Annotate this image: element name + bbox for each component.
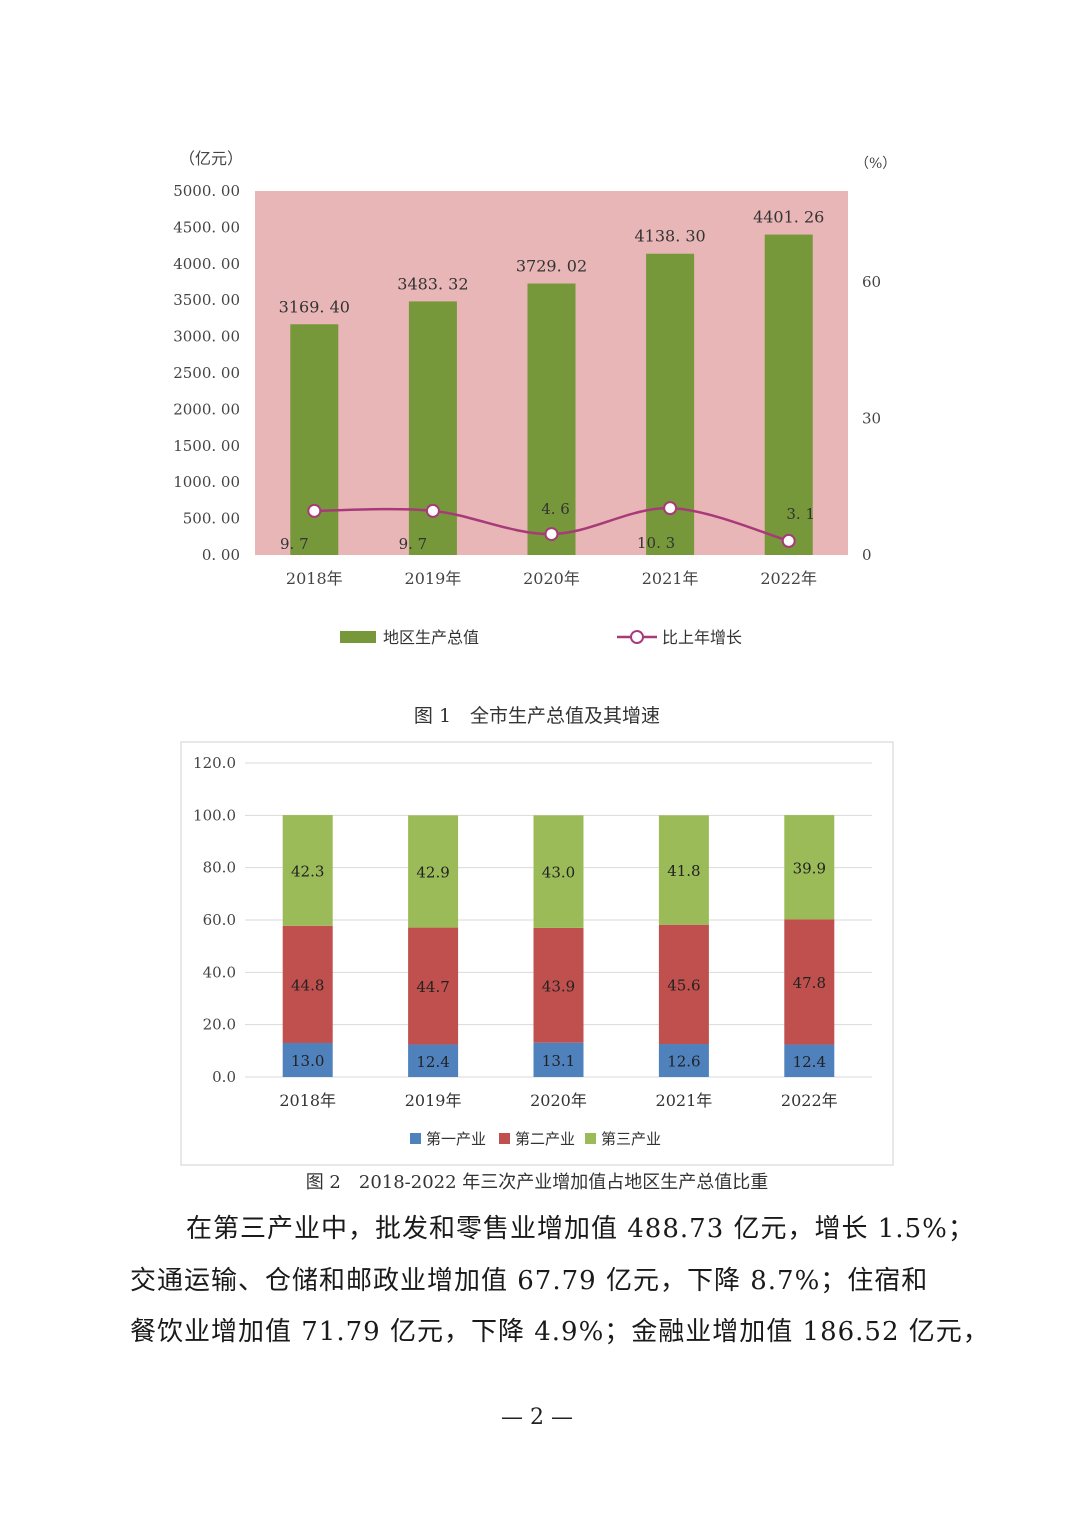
left-tick-label: 2500. 00 — [173, 364, 240, 382]
segment-value-label: 44.8 — [291, 976, 324, 994]
bar-value-label: 4138. 30 — [634, 227, 705, 246]
x-tick-label: 2022年 — [760, 569, 817, 588]
right-axis-unit: （%） — [855, 156, 896, 172]
page-number: — 2 — — [501, 1405, 573, 1430]
segment-value-label: 43.0 — [542, 864, 575, 882]
segment-value-label: 12.4 — [793, 1053, 826, 1071]
left-tick-label: 1000. 00 — [173, 473, 240, 491]
legend-label: 第三产业 — [601, 1130, 661, 1148]
y-tick-label: 80.0 — [203, 859, 236, 877]
x-tick-label: 2019年 — [405, 569, 462, 588]
bar-segment — [784, 815, 835, 920]
segment-value-label: 44.7 — [416, 978, 449, 996]
legend-label: 第二产业 — [515, 1130, 575, 1148]
bar-gdp — [764, 234, 813, 556]
legend-swatch — [585, 1133, 596, 1144]
bar-segment — [408, 1044, 459, 1077]
bar-value-label: 3169. 40 — [279, 297, 350, 316]
left-tick-label: 4000. 00 — [173, 255, 240, 273]
figure2-caption: 图 2 2018-2022 年三次产业增加值占地区生产总值比重 — [305, 1172, 769, 1193]
legend-swatch — [410, 1133, 421, 1144]
paragraph-line-1: 在第三产业中，批发和零售业增加值 488.73 亿元，增长 1.5%； — [186, 1214, 975, 1244]
bar-segment — [658, 924, 709, 1045]
growth-value-label: 9. 7 — [399, 535, 428, 553]
left-axis-unit: （亿元） — [179, 149, 243, 168]
segment-value-label: 43.9 — [542, 977, 575, 995]
growth-marker — [425, 503, 440, 518]
bar-segment — [282, 1042, 333, 1077]
paragraph-line-3: 餐饮业增加值 71.79 亿元，下降 4.9%；金融业增加值 186.52 亿元… — [130, 1317, 990, 1347]
bar-value-label: 3483. 32 — [397, 274, 468, 293]
segment-value-label: 42.9 — [416, 863, 449, 881]
y-tick-label: 20.0 — [203, 1016, 236, 1034]
growth-value-label: 4. 6 — [541, 500, 570, 518]
figure1-caption: 图 1 全市生产总值及其增速 — [413, 705, 661, 727]
bar-segment — [408, 815, 459, 928]
growth-marker — [663, 501, 678, 516]
x-tick-label: 2018年 — [279, 1091, 336, 1110]
segment-value-label: 13.0 — [291, 1052, 324, 1070]
x-tick-label: 2019年 — [405, 1091, 462, 1110]
growth-value-label: 10. 3 — [637, 534, 675, 552]
y-tick-label: 60.0 — [203, 911, 236, 929]
y-tick-label: 100.0 — [193, 806, 236, 824]
bar-segment — [533, 1042, 584, 1077]
y-tick-label: 40.0 — [203, 963, 236, 981]
bar-value-label: 3729. 02 — [516, 257, 587, 276]
segment-value-label: 12.6 — [667, 1053, 700, 1071]
segment-value-label: 42.3 — [291, 862, 324, 880]
y-tick-label: 0.0 — [212, 1068, 236, 1086]
x-tick-label: 2020年 — [523, 569, 580, 588]
left-tick-label: 5000. 00 — [173, 182, 240, 200]
x-tick-label: 2021年 — [656, 1091, 713, 1110]
figure1-chart: （亿元） （%） 0. 00 500. 00 1000. 00 1500. 00 2000.… — [173, 149, 896, 647]
left-tick-label: 0. 00 — [202, 546, 240, 564]
growth-marker — [307, 503, 322, 518]
legend-swatch — [499, 1133, 510, 1144]
left-tick-label: 3000. 00 — [173, 328, 240, 346]
legend-label: 第一产业 — [426, 1130, 486, 1148]
legend-marker-growth — [630, 630, 644, 644]
bar-segment — [658, 815, 709, 925]
left-tick-label: 3500. 00 — [173, 291, 240, 309]
legend-swatch-gdp — [340, 631, 376, 643]
bar-segment — [784, 919, 835, 1045]
legend-label-gdp: 地区生产总值 — [383, 628, 479, 647]
bar-segment — [533, 927, 584, 1043]
bar-segment — [408, 927, 459, 1045]
paragraph-line-2: 交通运输、仓储和邮政业增加值 67.79 亿元，下降 8.7%；住宿和 — [130, 1266, 929, 1296]
growth-marker — [781, 533, 796, 548]
bar-segment — [282, 925, 333, 1043]
right-tick-label: 30 — [862, 410, 881, 428]
x-tick-label: 2022年 — [781, 1091, 838, 1110]
x-tick-label: 2018年 — [286, 569, 343, 588]
segment-value-label: 13.1 — [542, 1052, 575, 1070]
segment-value-label: 47.8 — [793, 974, 826, 992]
left-tick-label: 1500. 00 — [173, 437, 240, 455]
segment-value-label: 45.6 — [667, 976, 700, 994]
growth-value-label: 3. 1 — [786, 505, 815, 523]
bar-segment — [658, 1044, 709, 1077]
figure2-chart: 0.0 20.0 40.0 60.0 80.0 100.0 120.0 13.0 44.8 42.… — [180, 741, 894, 1166]
segment-value-label: 39.9 — [793, 859, 826, 877]
growth-marker — [544, 527, 559, 542]
growth-value-label: 9. 7 — [280, 535, 309, 553]
bar-value-label: 4401. 26 — [753, 208, 824, 227]
y-tick-label: 120.0 — [193, 754, 236, 772]
left-tick-label: 2000. 00 — [173, 400, 240, 418]
segment-value-label: 12.4 — [416, 1053, 449, 1071]
legend-label-growth: 比上年增长 — [662, 628, 742, 647]
left-tick-label: 500. 00 — [183, 510, 240, 528]
right-tick-label: 60 — [862, 273, 881, 291]
bar-segment — [784, 1044, 835, 1077]
bar-segment — [282, 815, 333, 926]
segment-value-label: 41.8 — [667, 862, 700, 880]
bar-segment — [533, 815, 584, 928]
x-tick-label: 2020年 — [530, 1091, 587, 1110]
right-tick-label: 0 — [862, 546, 872, 564]
left-tick-label: 4500. 00 — [173, 218, 240, 236]
bar-gdp — [527, 283, 576, 555]
x-tick-label: 2021年 — [642, 569, 699, 588]
